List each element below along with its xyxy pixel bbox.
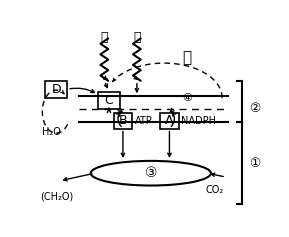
Text: D: D <box>51 83 61 96</box>
FancyBboxPatch shape <box>160 113 179 128</box>
Text: ATP: ATP <box>135 116 152 126</box>
Text: (CH₂O): (CH₂O) <box>40 191 73 201</box>
Text: A: A <box>165 114 174 127</box>
Text: ①: ① <box>249 157 260 170</box>
Text: ③: ③ <box>144 166 157 180</box>
Text: ②: ② <box>249 102 260 115</box>
Text: CO₂: CO₂ <box>205 185 223 195</box>
FancyBboxPatch shape <box>98 91 120 109</box>
Text: H₂O: H₂O <box>42 128 61 137</box>
FancyBboxPatch shape <box>114 113 132 128</box>
Text: NADPH: NADPH <box>181 116 216 126</box>
Ellipse shape <box>91 161 211 186</box>
Text: C: C <box>105 94 113 107</box>
Text: 光: 光 <box>133 31 141 44</box>
Text: B: B <box>118 114 127 127</box>
FancyBboxPatch shape <box>45 81 67 98</box>
Text: ④: ④ <box>182 93 192 103</box>
Text: 光: 光 <box>183 50 192 65</box>
Text: 光: 光 <box>101 31 108 44</box>
